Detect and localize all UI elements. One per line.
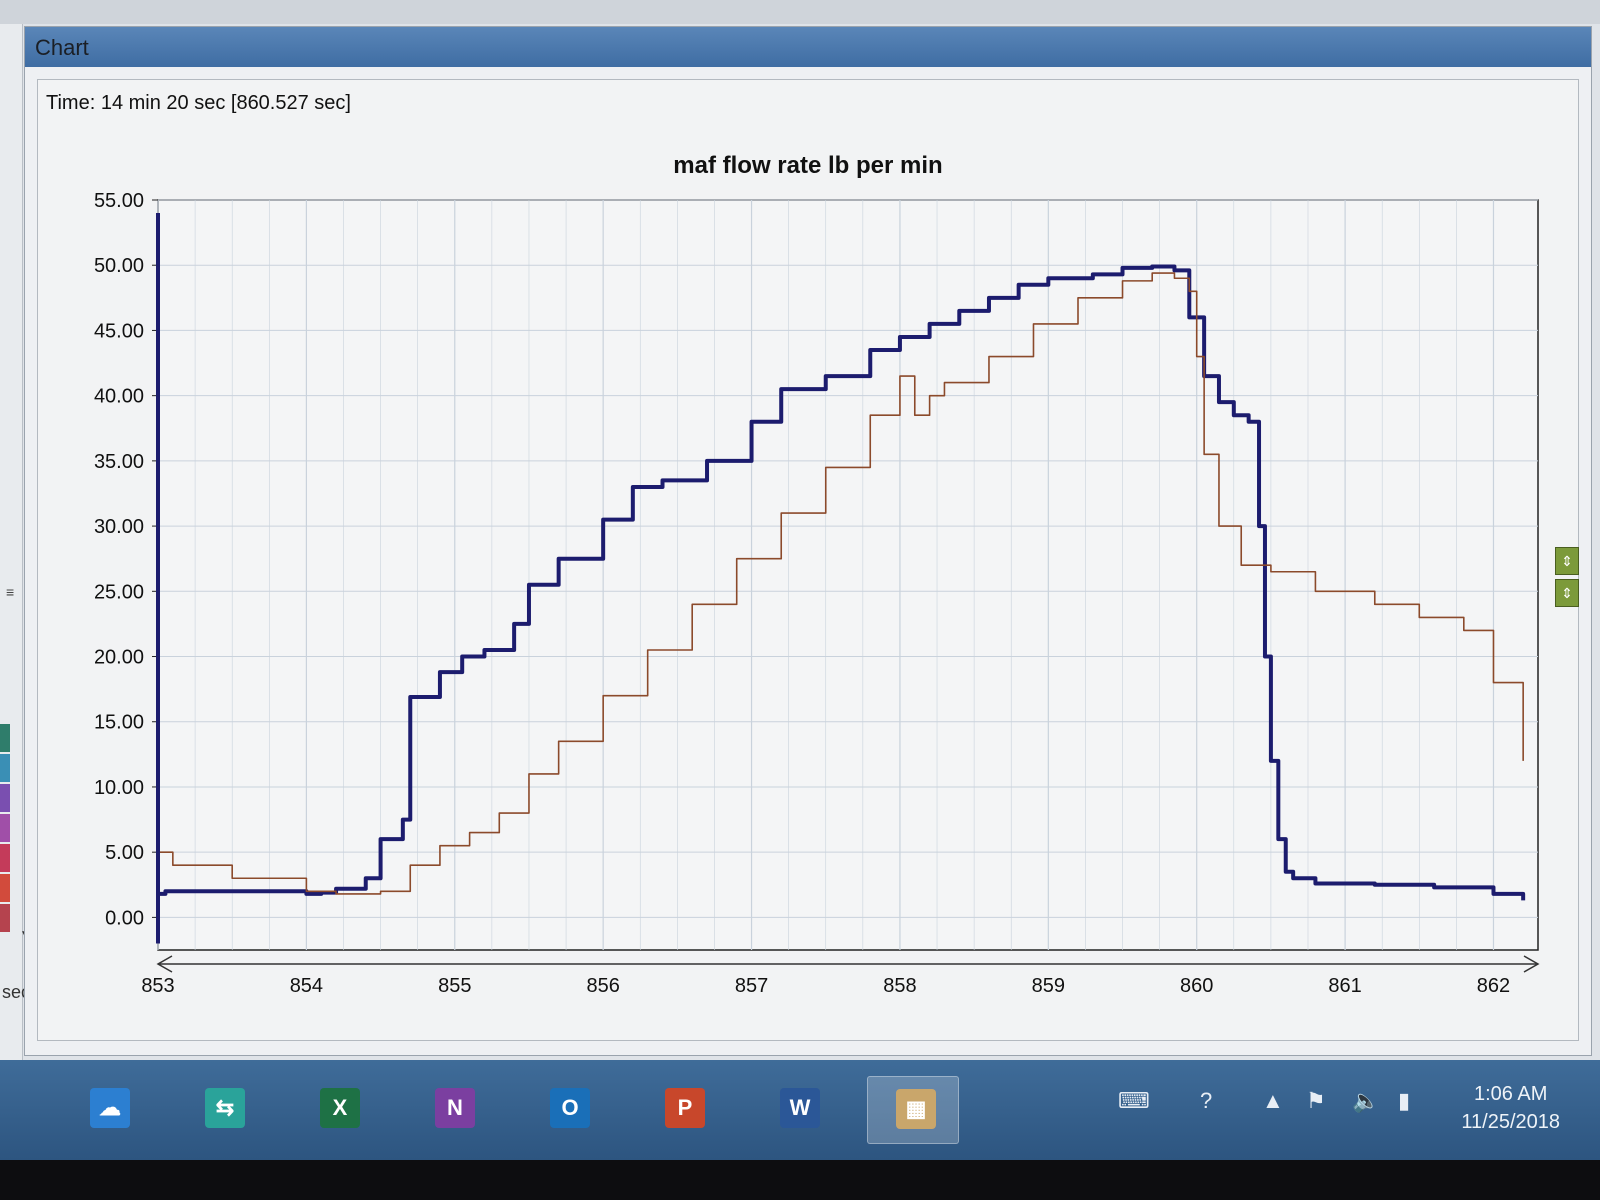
onedrive-icon: ☁ [90,1088,130,1128]
color-swatch [0,874,10,902]
left-side-panel: ≡ ▼ [0,24,30,1074]
top-window-strip [0,0,1600,24]
taskbar: ☁ ⇆ X N O P W ▦ ⌨ ? ▲ ⚑ 🔈 ▮ 1:06 AM 11/25/2018 [0,1060,1600,1160]
y-tick-label: 40.00 [94,386,144,408]
window-titlebar[interactable]: Chart [25,27,1591,67]
x-tick-label: 861 [1328,975,1361,997]
chart-title: maf flow rate lb per min [673,152,943,179]
y-tick-label: 25.00 [94,581,144,603]
y-tick-label: 50.00 [94,255,144,277]
outlook-icon: O [550,1088,590,1128]
y-tick-label: 35.00 [94,451,144,473]
color-swatch [0,904,10,932]
color-swatch [0,754,10,782]
chart-window: Chart Time: 14 min 20 sec [860.527 sec] … [24,26,1592,1056]
onenote-icon: N [435,1088,475,1128]
y-tick-label: 20.00 [94,647,144,669]
powerpoint-icon: P [665,1088,705,1128]
taskbar-chart-app-button[interactable]: ▦ [867,1076,959,1144]
taskbar-word-button[interactable]: W [752,1076,842,1142]
side-button-group: ⇕ ⇕ [1555,547,1579,611]
keyboard-icon[interactable]: ⌨ [1118,1088,1150,1113]
desktop-screen: ≡ ▼ sec Chart Time: 14 min 20 sec [860.5… [0,0,1600,1160]
color-swatch [0,814,10,842]
taskbar-powerpoint-button[interactable]: P [637,1076,727,1142]
tray-expand-icon[interactable]: ▲ [1262,1088,1284,1113]
volume-icon[interactable]: 🔈 [1352,1088,1380,1113]
y-tick-label: 55.00 [94,190,144,212]
y-tick-label: 10.00 [94,777,144,799]
color-swatch [0,724,10,752]
move-down-up-icon[interactable]: ⇕ [1555,547,1579,575]
x-tick-label: 858 [883,975,916,997]
move-up-down-icon[interactable]: ⇕ [1555,579,1579,607]
taskbar-onedrive-button[interactable]: ☁ [62,1076,152,1142]
x-axis-right-arrow-icon[interactable] [1523,955,1540,973]
x-tick-label: 853 [141,975,174,997]
chart-panel: Time: 14 min 20 sec [860.527 sec] maf fl… [37,79,1579,1041]
y-tick-label: 15.00 [94,712,144,734]
color-swatch [0,784,10,812]
x-tick-label: 862 [1477,975,1510,997]
taskbar-app-transfer-button[interactable]: ⇆ [177,1076,267,1142]
taskbar-outlook-button[interactable]: O [522,1076,612,1142]
x-unit-label: sec [2,982,31,1002]
window-title: Chart [35,35,89,60]
word-icon: W [780,1088,820,1128]
taskbar-excel-button[interactable]: X [292,1076,382,1142]
y-tick-label: 45.00 [94,320,144,342]
taskbar-onenote-button[interactable]: N [407,1076,497,1142]
app-transfer-icon: ⇆ [205,1088,245,1128]
chart-plot[interactable]: 0.00 5.00 10.00 15.00 20.00 25.00 30.00 35.00 40… [38,80,1578,1040]
chart-app-icon: ▦ [896,1089,936,1129]
battery-icon[interactable]: ▮ [1398,1088,1411,1113]
clock-date: 11/25/2018 [1461,1111,1560,1133]
series-line-thick [158,264,1526,901]
taskbar-clock[interactable]: 1:06 AM 11/25/2018 [1461,1080,1560,1136]
y-tick-label: 5.00 [105,842,144,864]
series-line-thin [158,272,1524,895]
x-tick-label: 857 [735,975,768,997]
x-tick-label: 855 [438,975,471,997]
time-readout: Time: 14 min 20 sec [860.527 sec] [46,92,351,114]
x-tick-label: 860 [1180,975,1213,997]
y-tick-label: 30.00 [94,516,144,538]
clock-time: 1:06 AM [1473,1083,1548,1105]
excel-icon: X [320,1088,360,1128]
x-axis-left-arrow-icon[interactable] [156,955,173,973]
plot-area [157,199,1539,951]
x-tick-label: 859 [1032,975,1065,997]
flag-icon[interactable]: ⚑ [1306,1088,1326,1113]
x-tick-label: 854 [290,975,323,997]
x-tick-label: 856 [586,975,619,997]
splitter-grip-icon[interactable]: ≡ [6,584,15,600]
y-tick-label: 0.00 [105,907,144,929]
color-swatch [0,844,10,872]
help-icon[interactable]: ? [1200,1088,1213,1113]
